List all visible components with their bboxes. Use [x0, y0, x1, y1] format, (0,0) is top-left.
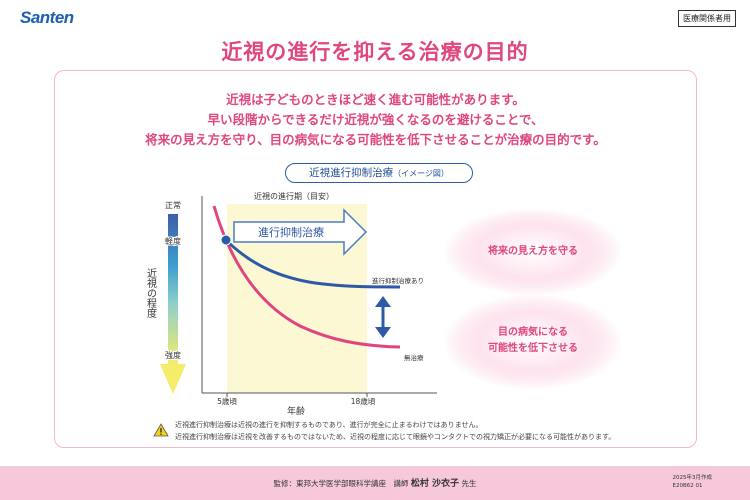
diagram-subtitle: （イメージ図） — [393, 169, 449, 178]
document-code: E20B62 01 — [672, 483, 703, 489]
treated-curve — [224, 238, 401, 289]
credit-suffix: 先生 — [461, 479, 477, 488]
santen-logo: Santen — [20, 8, 74, 27]
intro-line: 早い段階からできるだけ近視が強くなるのを避けることで、 — [207, 112, 544, 127]
intro-text: 近視は子どものときほど速く進む可能性があります。 早い段階からできるだけ近視が強… — [54, 90, 697, 150]
intro-line: 近視は子どものときほど速く進む可能性があります。 — [226, 92, 525, 107]
x-tick-label: 18歳頃 — [351, 396, 376, 406]
document-date-code: 2025年3月作成 E20B62 01 — [673, 474, 713, 490]
period-label: 近視の進行期（目安） — [254, 191, 334, 201]
benefit-glow-bottom — [443, 294, 623, 390]
benefit-text: 目の病気になる — [498, 327, 568, 338]
benefit-protect-vision: 将来の見え方を守る — [473, 244, 593, 260]
caution-note: 近視進行抑制治療は近視の進行を抑制するものであり、進行が完全に止まるわけではあり… — [175, 421, 483, 429]
treatment-arrow-label: 進行抑制治療 — [258, 225, 324, 239]
severity-arrowhead — [160, 364, 186, 394]
y-level-strong: 強度 — [165, 350, 181, 360]
caution-notes: 近視進行抑制治療は近視の進行を抑制するものであり、進行が完全に止まるわけではあり… — [175, 419, 615, 443]
audience-badge: 医療関係者用 — [678, 10, 736, 27]
y-level-mild: 軽度 — [165, 236, 181, 246]
x-axis-title: 年齢 — [287, 405, 305, 417]
credit-name: 松村 沙衣子 — [410, 479, 460, 489]
benefit-glow-top — [443, 208, 623, 296]
difference-double-arrow — [375, 296, 391, 338]
untreated-curve-label: 無治療 — [404, 353, 424, 362]
supervisor-credit: 監修：東邦大学医学部眼科学講座 講師 松村 沙衣子 先生 — [0, 476, 750, 489]
untreated-curve — [212, 205, 401, 349]
severity-gradient-bar — [168, 214, 178, 364]
diagram-title-pill: 近視進行抑制治療（イメージ図） — [285, 163, 473, 183]
treatment-start-point — [220, 234, 232, 246]
warning-icon — [153, 423, 169, 437]
y-level-normal: 正常 — [165, 201, 181, 210]
diagram-title: 近視進行抑制治療 — [309, 167, 394, 179]
benefit-reduce-disease: 目の病気になる 可能性を低下させる — [473, 325, 593, 357]
caution-note: 近視進行抑制治療は近視を改善するものではないため、近視の程度に応じて眼鏡やコンタ… — [175, 433, 616, 441]
intro-line: 将来の見え方を守り、目の病気になる可能性を低下させることが治療の目的です。 — [145, 132, 606, 147]
treatment-arrow — [233, 208, 368, 256]
benefit-text: 将来の見え方を守る — [488, 246, 578, 257]
x-tick-label: 5歳頃 — [217, 396, 237, 406]
credit-prefix: 監修：東邦大学医学部眼科学講座 講師 — [273, 479, 409, 488]
page-title: 近視の進行を抑える治療の目的 — [221, 40, 529, 64]
footer-band — [0, 466, 750, 500]
document-date: 2025年3月作成 — [672, 475, 713, 481]
treated-curve-label: 進行抑制治療あり — [372, 276, 424, 285]
y-axis-title: 近視の程度 — [145, 267, 157, 319]
benefit-text: 可能性を低下させる — [488, 343, 578, 354]
